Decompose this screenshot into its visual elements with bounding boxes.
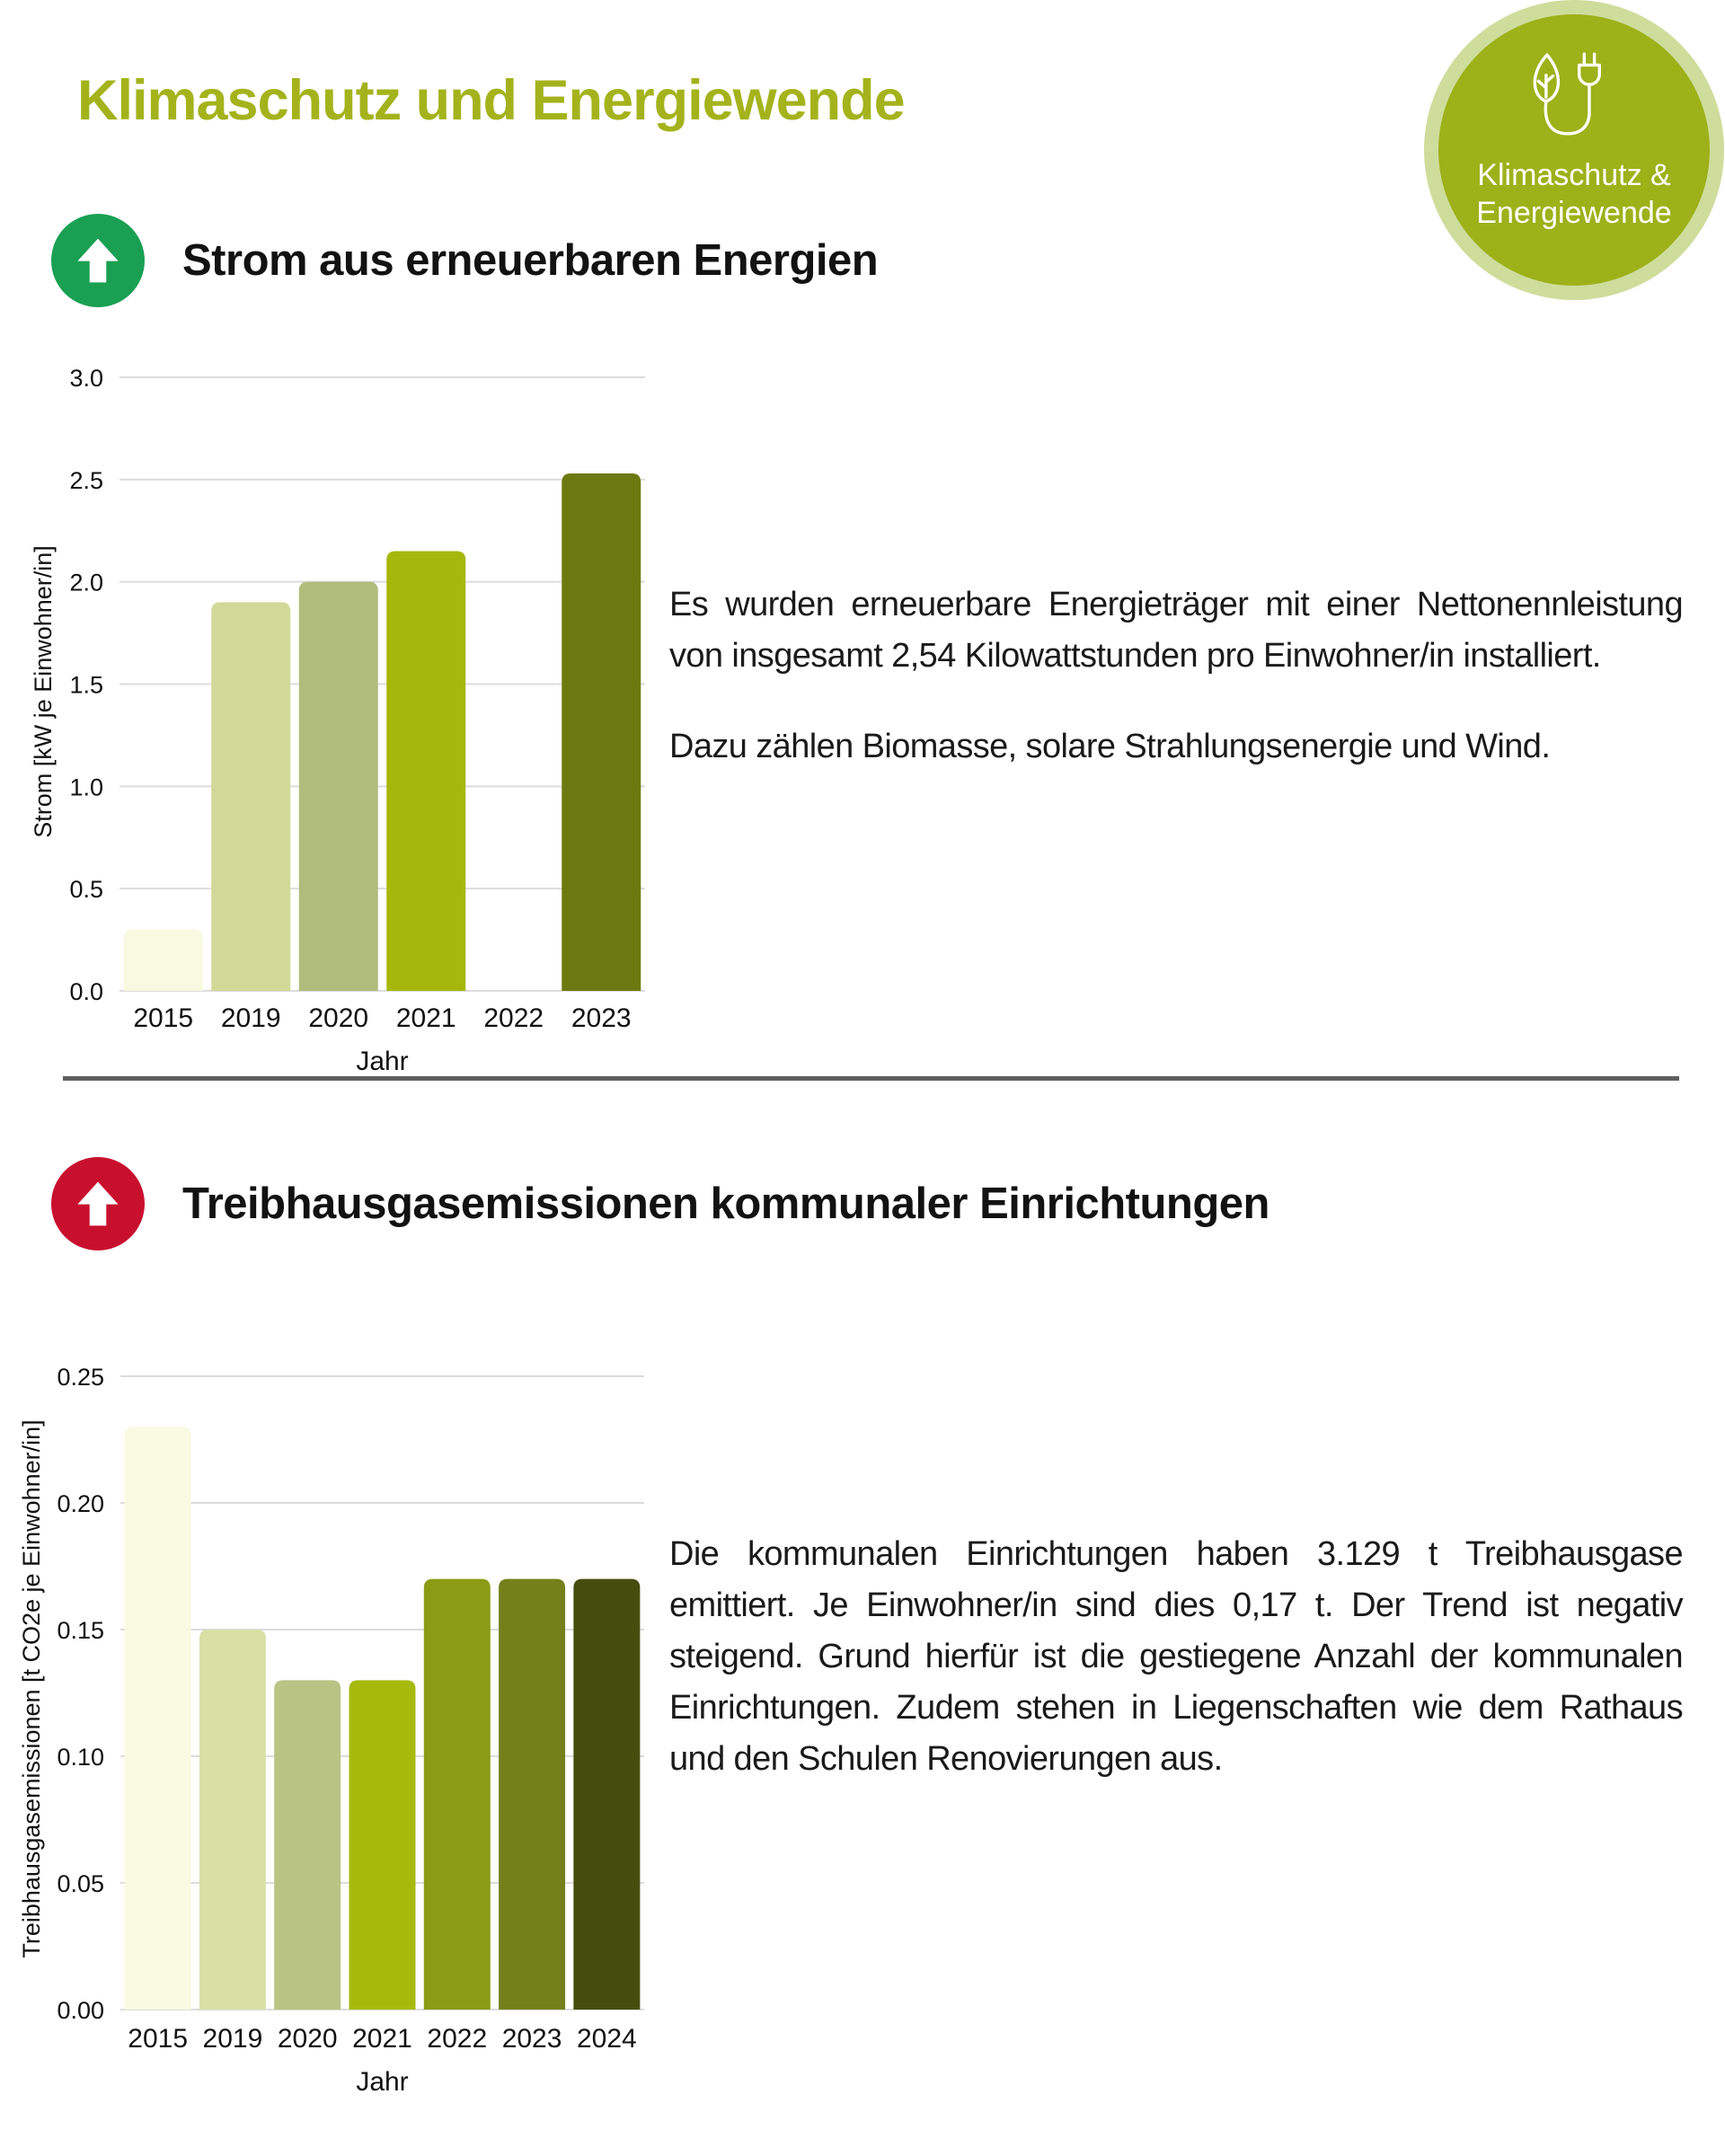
y-tick-label: 0.25: [57, 1364, 104, 1391]
section-heading: Treibhausgasemissionen kommunaler Einric…: [182, 1180, 1269, 1228]
bar-2023: [562, 473, 641, 991]
section-text: Es wurden erneuerbare Energieträger mit …: [669, 579, 1684, 773]
y-tick-label: 2.5: [69, 467, 103, 494]
y-tick-label: 1.5: [69, 672, 103, 699]
section-treibhausgase-header: Treibhausgasemissionen kommunaler Einric…: [51, 1157, 1269, 1250]
leaf-plug-icon: [1533, 52, 1601, 136]
bar-2019: [211, 602, 291, 991]
x-tick-label: 2015: [133, 1003, 193, 1033]
badge-label-line2: Energiewende: [1476, 196, 1672, 230]
y-tick-label: 0.00: [57, 1997, 104, 2024]
x-tick-label: 2023: [502, 2024, 562, 2054]
bar-2021: [386, 551, 466, 991]
strom-bar-chart: 0.0 0.5 1.0 1.5 2.0 2.5 3.0 2015 2019 2020 2021 202…: [30, 365, 645, 1076]
y-tick-label: 2.0: [69, 570, 103, 596]
x-tick-label: 2020: [278, 2024, 338, 2054]
topic-badge: Klimaschutz & Energiewende: [1424, 0, 1724, 300]
treibhausgas-bar-chart: 0.00 0.05 0.10 0.15 0.20 0.25 2015 2019 2020 2021…: [18, 1364, 644, 2097]
x-tick-label: 2015: [128, 2024, 188, 2054]
badge-label-line1: Klimaschutz &: [1477, 158, 1671, 192]
bar-2023: [499, 1578, 566, 2010]
y-tick-label: 1.0: [69, 773, 103, 800]
topic-badge-inner: Klimaschutz & Energiewende: [1438, 14, 1710, 286]
x-tick-label: 2019: [203, 2024, 263, 2054]
x-tick-label: 2021: [396, 1003, 456, 1033]
paragraph: Es wurden erneuerbare Energieträger mit …: [669, 586, 1684, 675]
y-tick-label: 0.15: [57, 1617, 104, 1644]
y-tick-label: 0.10: [57, 1744, 104, 1771]
bar-2019: [199, 1630, 266, 2010]
trend-up-indicator-red: [51, 1157, 145, 1250]
x-tick-label: 2019: [221, 1003, 281, 1033]
y-tick-label: 3.0: [69, 365, 103, 392]
section-text: Die kommunalen Einrichtungen haben 3.129…: [669, 1529, 1684, 1785]
paragraph: Die kommunalen Einrichtungen haben 3.129…: [669, 1535, 1684, 1778]
paragraph: Dazu zählen Biomasse, solare Strahlungse…: [669, 728, 1551, 765]
arrow-up-icon: [77, 238, 119, 283]
x-tick-label: 2020: [308, 1003, 368, 1033]
bar-2015: [123, 929, 203, 991]
x-tick-label: 2024: [577, 2024, 637, 2054]
x-axis-title: Jahr: [356, 1047, 408, 1076]
y-tick-label: 0.05: [57, 1870, 104, 1897]
bar-2021: [349, 1680, 416, 2010]
bar-2015: [124, 1427, 191, 2010]
y-axis-title: Treibhausgasemissionen [t CO2e je Einwoh…: [18, 1419, 45, 1957]
section-heading: Strom aus erneuerbaren Energien: [182, 236, 879, 285]
trend-up-indicator-green: [51, 214, 145, 307]
bar-2020: [298, 581, 378, 991]
x-axis-title: Jahr: [356, 2067, 408, 2097]
y-tick-label: 0.20: [57, 1490, 104, 1517]
page-title: Klimaschutz und Energiewende: [77, 69, 906, 132]
bar-2020: [274, 1680, 341, 2010]
section-divider: [63, 1076, 1679, 1081]
arrow-up-icon: [77, 1181, 119, 1226]
x-tick-label: 2023: [571, 1003, 632, 1033]
y-tick-label: 0.5: [69, 876, 103, 903]
bar-2024: [573, 1578, 641, 2010]
x-tick-label: 2022: [483, 1003, 544, 1033]
section-strom-header: Strom aus erneuerbaren Energien: [51, 214, 879, 307]
y-tick-label: 0.0: [69, 978, 103, 1005]
x-tick-label: 2021: [352, 2024, 412, 2054]
bar-2022: [423, 1578, 491, 2010]
x-tick-label: 2022: [427, 2024, 487, 2054]
y-axis-title: Strom [kW je Einwohner/in]: [30, 545, 57, 838]
